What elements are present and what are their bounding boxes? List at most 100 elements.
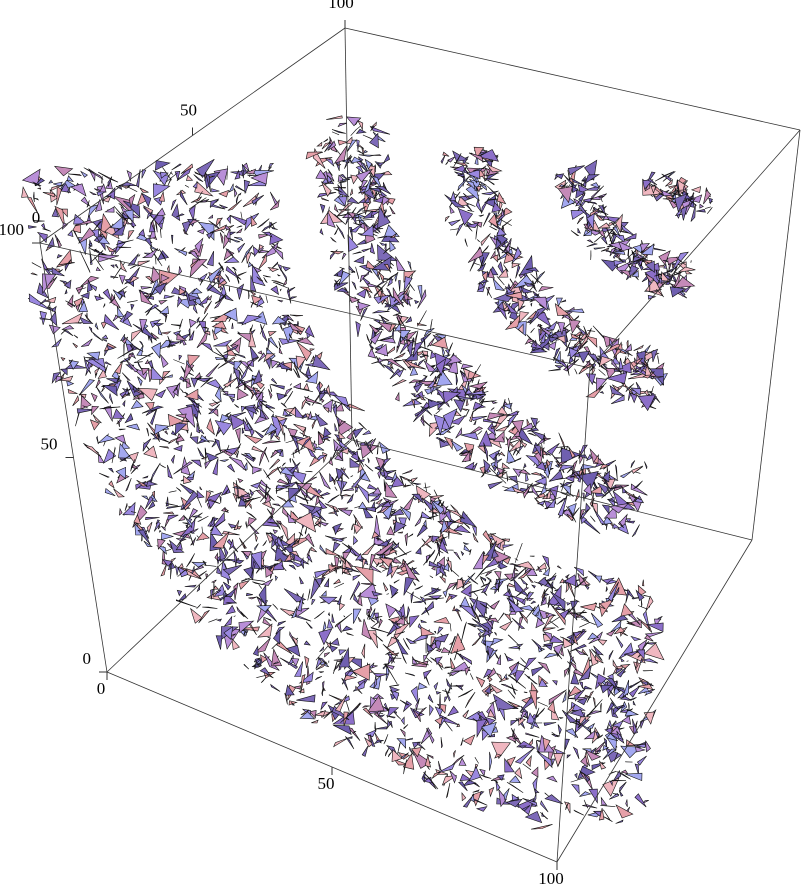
surface-patch (628, 256, 631, 264)
surface-patch (570, 178, 585, 186)
surface-patch (178, 514, 185, 522)
surface-patch (328, 694, 345, 703)
surface-patch (578, 327, 592, 350)
surface-patch (78, 227, 96, 244)
surface-patch (312, 446, 325, 451)
surface-patch (235, 427, 241, 444)
surface-patch (598, 196, 605, 199)
surface-patch (525, 455, 540, 469)
surface-patch (319, 471, 331, 490)
surface-patch (110, 264, 115, 269)
surface-patch (597, 222, 611, 229)
surface-patch (446, 582, 458, 591)
surface-patch (108, 480, 115, 489)
surface-patch (414, 405, 430, 417)
surface-patch (552, 357, 570, 370)
surface-patch (289, 383, 293, 386)
surface-patch (41, 222, 46, 230)
surface-patch (574, 578, 587, 589)
surface-patch (232, 492, 237, 503)
surface-patch (498, 788, 507, 808)
surface-patch (70, 183, 87, 197)
surface-patch (589, 649, 599, 667)
surface-patch (557, 186, 573, 204)
surface-patch (221, 326, 229, 334)
surface-patch (254, 532, 258, 542)
surface-patch (349, 580, 361, 600)
surface-patch (214, 438, 221, 453)
surface-patch (116, 239, 134, 245)
surface-patch (208, 618, 218, 623)
surface-patch (486, 412, 505, 421)
surface-patch (512, 468, 523, 478)
surface-patch (139, 187, 149, 193)
surface-patch (616, 348, 633, 356)
surface-patch (285, 439, 295, 444)
surface-patch (92, 414, 102, 424)
surface-patch (619, 470, 632, 479)
surface-patch (205, 173, 211, 193)
surface-patch (285, 684, 295, 696)
surface-patch (179, 388, 184, 393)
surface-patch (305, 485, 325, 499)
surface-patch (429, 575, 434, 579)
surface-patch (294, 607, 310, 618)
surface-patch (196, 191, 203, 201)
surface-patch (285, 644, 301, 657)
surface-patch (421, 600, 435, 615)
surface-patch (624, 490, 642, 501)
surface-patch (518, 311, 530, 324)
surface-patch (444, 696, 448, 703)
surface-patch (596, 639, 608, 646)
surface-patch (406, 290, 410, 304)
surface-patch (350, 547, 357, 557)
surface-patch (189, 250, 201, 261)
surface-patch (511, 246, 522, 264)
surface-patch (138, 254, 141, 258)
surface-patch (499, 451, 506, 457)
surface-patch (635, 248, 639, 257)
surface-patch (126, 169, 132, 182)
surface-patch (382, 502, 394, 521)
surface-patch (423, 655, 428, 663)
surface-patch (215, 347, 228, 362)
surface-patch (50, 184, 63, 192)
surface-patch (112, 314, 119, 322)
surface-patch (557, 494, 568, 517)
surface-patch (543, 642, 554, 651)
surface-patch (594, 654, 604, 664)
surface-patch (608, 719, 614, 731)
surface-patch (259, 479, 271, 490)
surface-patch (577, 227, 581, 234)
surface-patch (143, 445, 158, 459)
surface-patch (30, 272, 38, 276)
surface-patch (102, 195, 112, 203)
surface-patch (637, 684, 654, 690)
surface-patch (598, 808, 605, 821)
surface-patch (540, 811, 549, 820)
surface-patch (190, 259, 200, 269)
surface-patch (479, 791, 485, 796)
surface-patch (331, 131, 340, 136)
surface-patch (639, 657, 643, 664)
surface-patch (61, 312, 84, 325)
surface-patch (492, 278, 506, 292)
surface-patch (417, 741, 426, 750)
surface-patch (576, 216, 584, 225)
surface-patch (610, 232, 618, 247)
surface-patch (215, 450, 226, 457)
surface-patch (243, 663, 250, 670)
surface-patch (561, 709, 578, 723)
surface-patch (611, 359, 622, 374)
surface-patch (196, 490, 205, 499)
surface-patch (600, 366, 609, 372)
surface-patch (127, 253, 139, 266)
surface-patch (152, 322, 165, 327)
surface-patch (374, 343, 389, 357)
surface-patch (195, 201, 212, 203)
surface-patch (125, 477, 132, 492)
surface-patch (267, 336, 279, 349)
surface-patch (248, 174, 252, 178)
surface-patch (256, 605, 272, 613)
surface-patch (276, 558, 283, 562)
